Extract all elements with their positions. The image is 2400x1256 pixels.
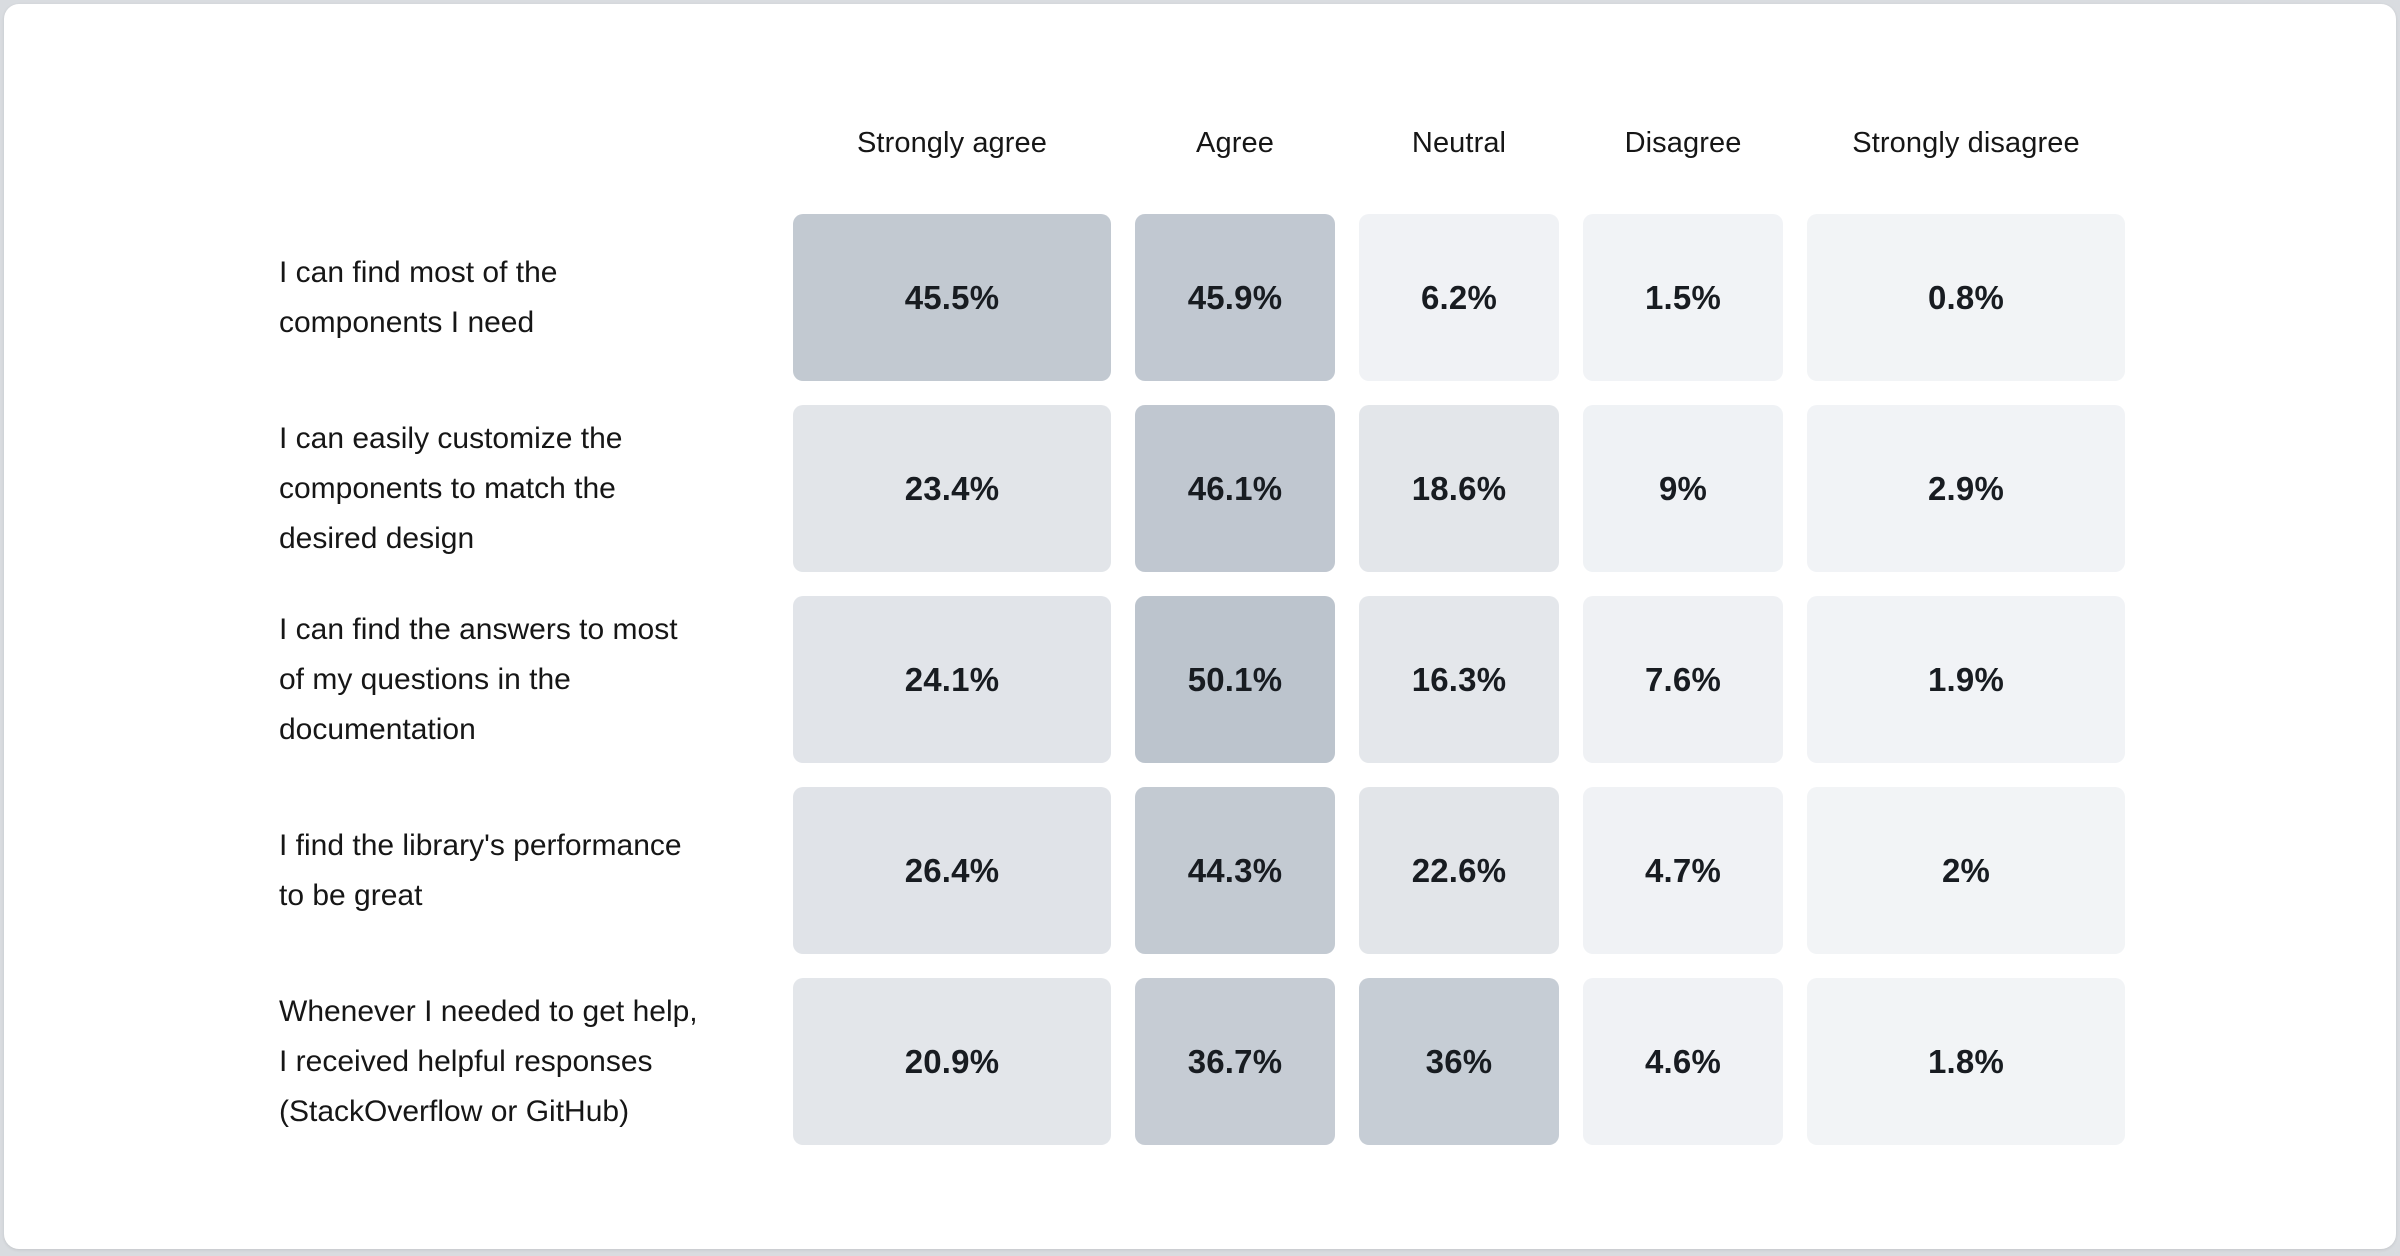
heatmap-cell: 4.6% (1583, 978, 1783, 1145)
heatmap-cell: 6.2% (1359, 214, 1559, 381)
table-row: Whenever I needed to get help, I receive… (279, 978, 2125, 1145)
cell-value: 1.8% (1927, 1042, 2005, 1080)
heatmap-cell: 7.6% (1583, 596, 1783, 763)
cell-value: 4.6% (1644, 1042, 1722, 1080)
heatmap-cell: 18.6% (1359, 405, 1559, 572)
row-label: I can find most of the components I need (279, 255, 558, 339)
row-label: Whenever I needed to get help, I receive… (279, 994, 698, 1128)
cell-value: 22.6% (1411, 851, 1507, 889)
cell-value: 1.5% (1644, 278, 1722, 316)
table-row: I can find the answers to most of my que… (279, 596, 2125, 763)
heatmap-cell: 2.9% (1807, 405, 2125, 572)
heatmap-cell: 1.8% (1807, 978, 2125, 1145)
cell-value: 7.6% (1644, 660, 1722, 698)
row-label: I can easily customize the components to… (279, 421, 623, 555)
cell-value: 16.3% (1411, 660, 1507, 698)
column-header-neutral: Neutral (1411, 126, 1507, 159)
cell-value: 4.7% (1644, 851, 1722, 889)
cell-value: 44.3% (1187, 851, 1283, 889)
heatmap-cell: 24.1% (793, 596, 1111, 763)
heatmap-cell: 26.4% (793, 787, 1111, 954)
cell-value: 46.1% (1187, 469, 1283, 507)
heatmap-cell: 45.5% (793, 214, 1111, 381)
heatmap-cell: 22.6% (1359, 787, 1559, 954)
cell-value: 9% (1658, 469, 1708, 507)
table-row: I can find most of the components I need… (279, 214, 2125, 381)
heatmap-cell: 2% (1807, 787, 2125, 954)
heatmap-cell: 50.1% (1135, 596, 1335, 763)
heatmap-cell: 0.8% (1807, 214, 2125, 381)
cell-value: 24.1% (904, 660, 1000, 698)
heatmap-cell: 16.3% (1359, 596, 1559, 763)
column-header-strongly-disagree: Strongly disagree (1852, 126, 2080, 159)
cell-value: 18.6% (1411, 469, 1507, 507)
column-header-row: Strongly agree Agree Neutral Disagree St… (279, 120, 2125, 166)
cell-value: 50.1% (1187, 660, 1283, 698)
heatmap-cell: 4.7% (1583, 787, 1783, 954)
table-body: I can find most of the components I need… (279, 214, 2125, 1145)
cell-value: 36% (1425, 1042, 1493, 1080)
heatmap-cell: 1.5% (1583, 214, 1783, 381)
cell-value: 45.5% (904, 278, 1000, 316)
heatmap-cell: 36% (1359, 978, 1559, 1145)
survey-heatmap-table: Strongly agree Agree Neutral Disagree St… (279, 120, 2125, 1145)
heatmap-cell: 9% (1583, 405, 1783, 572)
cell-value: 0.8% (1927, 278, 2005, 316)
cell-value: 45.9% (1187, 278, 1283, 316)
table-row: I find the library's performance to be g… (279, 787, 2125, 954)
table-row: I can easily customize the components to… (279, 405, 2125, 572)
row-label: I find the library's performance to be g… (279, 828, 682, 912)
heatmap-cell: 44.3% (1135, 787, 1335, 954)
cell-value: 1.9% (1927, 660, 2005, 698)
column-header-strongly-agree: Strongly agree (856, 126, 1047, 159)
survey-card: Strongly agree Agree Neutral Disagree St… (4, 4, 2396, 1249)
cell-value: 26.4% (904, 851, 1000, 889)
heatmap-cell: 45.9% (1135, 214, 1335, 381)
cell-value: 2.9% (1927, 469, 2005, 507)
heatmap-cell: 36.7% (1135, 978, 1335, 1145)
heatmap-cell: 1.9% (1807, 596, 2125, 763)
column-header-disagree: Disagree (1624, 126, 1742, 159)
cell-value: 36.7% (1187, 1042, 1283, 1080)
heatmap-cell: 23.4% (793, 405, 1111, 572)
cell-value: 6.2% (1420, 278, 1498, 316)
cell-value: 20.9% (904, 1042, 1000, 1080)
cell-value: 23.4% (904, 469, 1000, 507)
column-header-agree: Agree (1196, 126, 1274, 159)
row-label: I can find the answers to most of my que… (279, 612, 678, 746)
cell-value: 2% (1941, 851, 1991, 889)
heatmap-cell: 46.1% (1135, 405, 1335, 572)
heatmap-cell: 20.9% (793, 978, 1111, 1145)
